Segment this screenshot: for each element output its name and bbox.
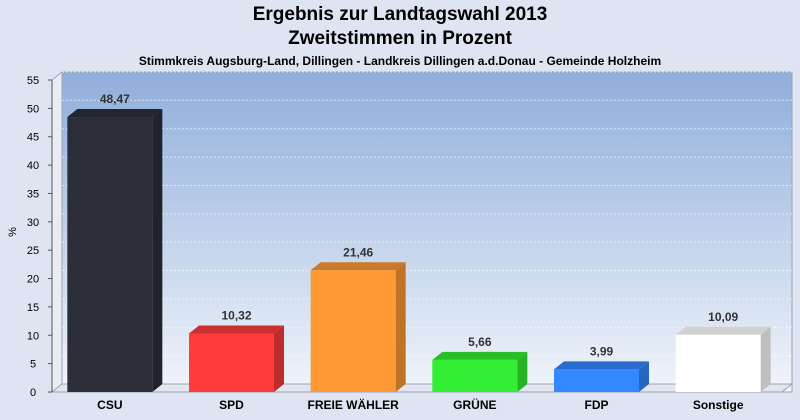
x-tick-label: CSU	[97, 398, 122, 412]
y-tick-label: 45	[27, 132, 39, 144]
y-tick-label: 5	[30, 359, 36, 371]
chart-title: Ergebnis zur Landtagswahl 2013	[252, 4, 548, 25]
y-tick-label: 30	[27, 217, 39, 229]
bar-freie-wähler: 21,46	[310, 245, 406, 392]
data-label: 5,66	[468, 335, 492, 349]
bar-grüne: 5,66	[432, 335, 528, 392]
plot-side-wall	[51, 70, 63, 394]
bar-spd: 10,32	[189, 308, 284, 392]
bar-top	[554, 361, 649, 370]
y-tick-label: 20	[27, 274, 39, 286]
y-tick-label: 15	[27, 302, 39, 314]
bar-front	[67, 117, 153, 392]
plot-area	[61, 71, 793, 393]
bar-front	[675, 334, 761, 392]
y-tick-label: 25	[27, 245, 39, 257]
y-tick-label: 35	[27, 188, 39, 200]
y-tick-label: 40	[27, 160, 39, 172]
data-label: 48,47	[100, 92, 130, 106]
bar-side	[395, 262, 406, 392]
bar-side	[517, 351, 528, 392]
chart-subtitle: Zweitstimmen in Prozent	[288, 28, 512, 49]
bar-side	[760, 326, 771, 392]
y-tick-label: 10	[27, 330, 39, 342]
x-tick-label: FDP	[585, 398, 609, 412]
data-label: 10,09	[708, 310, 738, 324]
bar-front	[189, 333, 274, 392]
bar-front	[310, 270, 396, 392]
bar-top	[310, 262, 406, 271]
bar-top	[675, 326, 771, 335]
data-label: 3,99	[590, 344, 614, 358]
x-tick-label: SPD	[219, 398, 244, 412]
bar-front	[554, 369, 639, 392]
chart-region-caption: Stimmkreis Augsburg-Land, Dillingen - La…	[138, 54, 662, 68]
bar-side	[152, 109, 163, 392]
y-tick-label: 0	[30, 387, 36, 399]
bar-top	[432, 351, 528, 360]
y-tick-label: 55	[27, 75, 39, 87]
bar-sonstige: 10,09	[675, 310, 771, 392]
bar-front	[432, 359, 518, 392]
bar-csu: 48,47	[67, 92, 163, 392]
bar-top	[189, 325, 284, 334]
bar-top	[67, 109, 163, 118]
data-label: 21,46	[343, 245, 373, 259]
y-tick-label: 50	[27, 103, 39, 115]
bar-side	[274, 325, 284, 392]
data-label: 10,32	[221, 308, 251, 322]
x-tick-label: Sonstige	[693, 398, 744, 412]
x-tick-label: GRÜNE	[453, 397, 496, 412]
bar-fdp: 3,99	[554, 344, 649, 392]
bar-side	[639, 361, 649, 392]
x-tick-label: FREIE WÄHLER	[307, 397, 399, 412]
